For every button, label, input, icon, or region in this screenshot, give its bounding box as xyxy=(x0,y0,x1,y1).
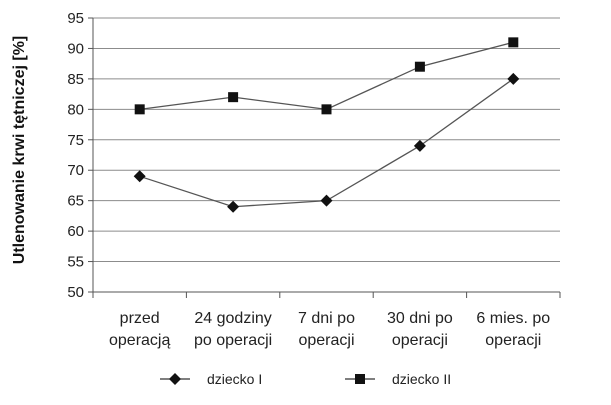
y-tick-label: 50 xyxy=(67,284,84,301)
x-tick-labels: przed operacją 24 godziny po operacji 7 dni … xyxy=(109,310,550,349)
legend-label: dziecko II xyxy=(392,371,451,387)
legend-marker xyxy=(169,373,181,385)
data-point xyxy=(227,200,240,213)
series-line xyxy=(139,41,514,111)
legend-label: dziecko I xyxy=(207,371,262,387)
legend-marker xyxy=(355,374,365,384)
x-tick-label: 30 dni po xyxy=(387,310,453,327)
data-point xyxy=(134,104,145,115)
y-axis-title: Utlenowanie krwi tętniczej [%] xyxy=(11,36,28,264)
x-tick-label: operacji xyxy=(298,332,354,349)
axes xyxy=(88,17,561,298)
x-tick-label: operacji xyxy=(485,332,541,349)
x-tick-label: 6 mies. po xyxy=(476,310,550,327)
x-tick-label: operacji xyxy=(392,332,448,349)
data-point xyxy=(507,72,520,85)
x-tick-label: przed xyxy=(120,310,160,327)
y-tick-labels: 50 55 60 65 70 75 80 85 90 95 xyxy=(67,10,84,301)
data-point xyxy=(320,194,333,207)
gridlines xyxy=(93,17,560,263)
legend-item: dziecko II xyxy=(345,371,451,387)
series-1 xyxy=(133,72,520,213)
series-group xyxy=(133,37,520,213)
y-tick-label: 95 xyxy=(67,10,84,27)
series-line xyxy=(139,78,514,208)
x-tick-label: po operacji xyxy=(194,332,272,349)
y-tick-label: 75 xyxy=(67,132,84,149)
y-tick-label: 60 xyxy=(67,223,84,240)
y-tick-label: 65 xyxy=(67,193,84,210)
y-tick-label: 70 xyxy=(67,162,84,179)
y-tick-label: 80 xyxy=(67,101,84,118)
x-tick-label: operacją xyxy=(109,332,170,349)
legend-item: dziecko I xyxy=(160,371,262,387)
data-point xyxy=(228,92,239,103)
legend: dziecko I dziecko II xyxy=(160,371,451,387)
y-tick-label: 85 xyxy=(67,71,84,88)
data-point xyxy=(413,139,426,152)
data-point xyxy=(321,104,332,115)
data-point xyxy=(133,170,146,183)
x-tick-label: 24 godziny xyxy=(194,310,271,327)
data-point xyxy=(508,37,519,48)
series-2 xyxy=(134,37,519,115)
data-point xyxy=(414,61,425,72)
y-tick-label: 90 xyxy=(67,40,84,57)
y-tick-label: 55 xyxy=(67,254,84,271)
x-tick-label: 7 dni po xyxy=(298,310,355,327)
